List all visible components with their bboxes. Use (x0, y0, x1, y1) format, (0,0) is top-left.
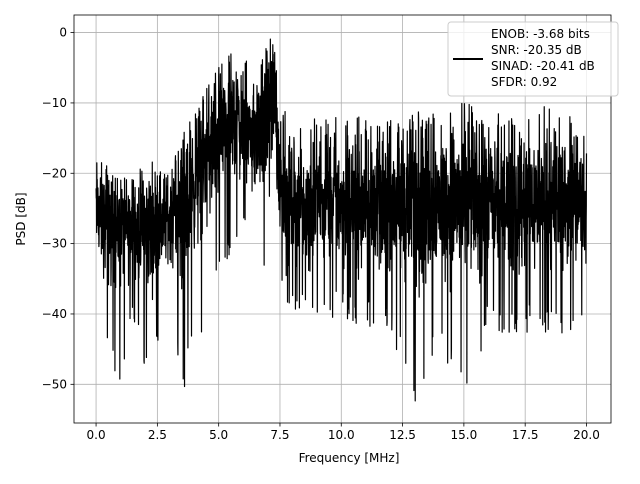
legend-sinad: SINAD: -20.41 dB (491, 59, 595, 73)
legend-enob: ENOB: -3.68 bits (491, 27, 590, 41)
axes (70, 14, 612, 427)
x-tick-label: 15.0 (451, 428, 478, 442)
legend-sfdr: SFDR: 0.92 (491, 75, 557, 89)
y-tick-label: 0 (59, 26, 67, 40)
legend: ENOB: -3.68 bits SNR: -20.35 dB SINAD: -… (447, 21, 619, 97)
plot-frame (73, 14, 612, 424)
tick-labels: 0.0 2.5 5.0 7.5 10.0 12.5 15.0 17.5 20.0 0 −10 −20 −… (42, 26, 600, 442)
x-tick-label: 7.5 (270, 428, 289, 442)
y-tick-label: −30 (42, 237, 67, 251)
x-axis-label: Frequency [MHz] (299, 451, 400, 465)
x-tick-label: 2.5 (148, 428, 167, 442)
x-tick-label: 0.0 (87, 428, 106, 442)
y-tick-label: −10 (42, 96, 67, 110)
x-tick-label: 10.0 (328, 428, 355, 442)
x-tick-label: 5.0 (209, 428, 228, 442)
legend-snr: SNR: -20.35 dB (491, 43, 582, 57)
x-tick-label: 17.5 (512, 428, 539, 442)
legend-frame (447, 21, 619, 97)
psd-line (95, 38, 588, 402)
x-tick-label: 20.0 (573, 428, 600, 442)
y-tick-label: −20 (42, 166, 67, 180)
y-tick-label: −50 (42, 377, 67, 391)
y-tick-label: −40 (42, 307, 67, 321)
psd-series (95, 38, 588, 402)
y-axis-label: PSD [dB] (14, 192, 28, 245)
x-tick-label: 12.5 (389, 428, 416, 442)
